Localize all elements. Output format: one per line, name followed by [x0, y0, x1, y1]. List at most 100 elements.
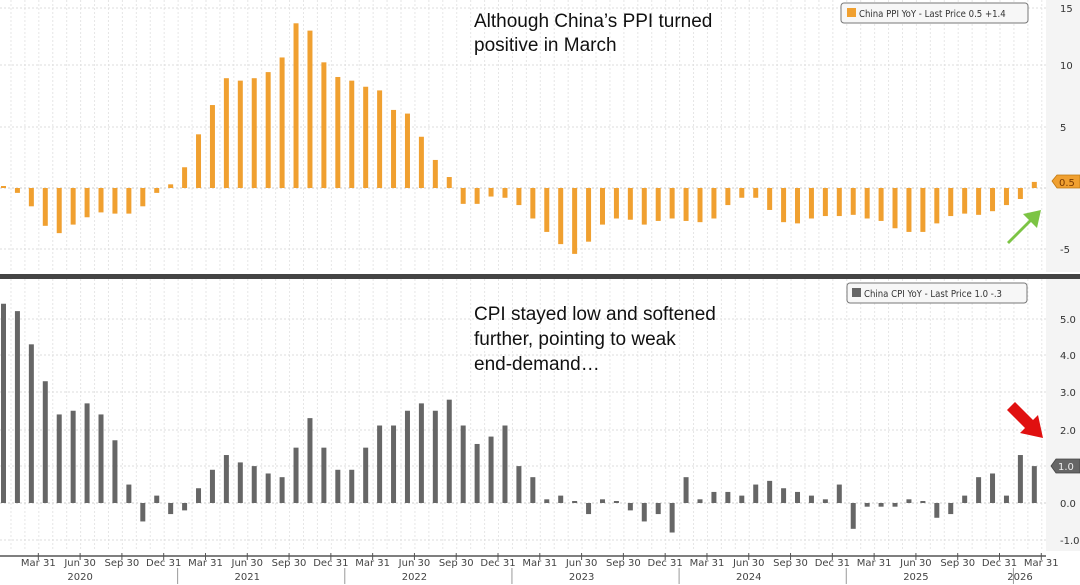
- panel-divider: [0, 274, 1080, 279]
- ppi-bar: [28, 188, 34, 207]
- cpi-bar: [293, 447, 299, 503]
- ppi-last-price-badge: 0.5: [1051, 174, 1080, 189]
- ppi-bar: [864, 188, 870, 219]
- ppi-bar: [377, 90, 383, 188]
- ppi-y-tick-label: -5: [1060, 245, 1070, 256]
- x-year-label: 2026: [1007, 572, 1032, 583]
- cpi-legend-text: China CPI YoY - Last Price 1.0 -.3: [864, 289, 1002, 300]
- cpi-bar: [14, 311, 20, 503]
- cpi-bar: [1, 303, 6, 503]
- cpi-bar: [683, 477, 689, 503]
- ppi-bar: [307, 30, 313, 189]
- cpi-bar: [1003, 495, 1009, 503]
- ppi-y-tick-label: 15: [1060, 4, 1073, 15]
- cpi-badge-label: 1.0: [1058, 462, 1074, 473]
- ppi-bar: [70, 188, 76, 225]
- ppi-axis-background: [1046, 0, 1080, 272]
- cpi-bar: [836, 484, 842, 503]
- cpi-bar: [404, 410, 410, 503]
- ppi-bar: [934, 188, 940, 224]
- ppi-bar: [767, 188, 773, 210]
- ppi-bar: [14, 188, 20, 193]
- ppi-bar: [1017, 188, 1023, 199]
- cpi-bar: [795, 491, 801, 503]
- cpi-bar: [168, 503, 174, 515]
- x-tick-label: Mar 31: [522, 558, 557, 569]
- ppi-bar: [502, 188, 508, 198]
- ppi-legend-swatch: [847, 8, 856, 17]
- ppi-bar: [544, 188, 550, 232]
- cpi-bar: [976, 477, 982, 503]
- cpi-annotation-line-1: CPI stayed low and softened: [474, 304, 716, 325]
- cpi-bar: [627, 503, 633, 511]
- x-year-label: 2022: [402, 572, 427, 583]
- cpi-bar: [349, 469, 355, 503]
- cpi-bar: [98, 414, 104, 503]
- x-year-label: 2020: [67, 572, 92, 583]
- ppi-bar: [42, 188, 48, 226]
- cpi-bar: [934, 503, 940, 518]
- cpi-bar: [112, 440, 118, 503]
- ppi-bar: [795, 188, 801, 224]
- grid: [0, 0, 1046, 551]
- cpi-bar: [154, 495, 160, 503]
- ppi-bar: [572, 188, 578, 254]
- cpi-y-tick-label: 3.0: [1060, 388, 1076, 399]
- x-year-label: 2024: [736, 572, 761, 583]
- cpi-y-tick-label: -1.0: [1060, 536, 1080, 547]
- cpi-bar: [182, 503, 188, 511]
- ppi-bar: [265, 72, 271, 188]
- ppi-bar: [154, 188, 160, 193]
- ppi-bar: [293, 23, 299, 188]
- ppi-annotation-line-1: Although China’s PPI turned: [474, 11, 712, 32]
- x-tick-label: Dec 31: [815, 558, 850, 569]
- ppi-bar: [739, 188, 745, 198]
- x-tick-label: Dec 31: [480, 558, 515, 569]
- cpi-bar: [781, 488, 787, 503]
- x-tick-label: Sep 30: [940, 558, 975, 569]
- ppi-bar: [1031, 181, 1037, 188]
- cpi-legend-box: [846, 282, 1028, 304]
- cpi-bar: [558, 495, 564, 503]
- x-tick-label: Mar 31: [355, 558, 390, 569]
- x-tick-label: Dec 31: [648, 558, 683, 569]
- cpi-bar: [655, 503, 661, 515]
- cpi-bar: [753, 484, 759, 503]
- cpi-legend-swatch: [852, 288, 861, 297]
- cpi-bar: [530, 477, 536, 503]
- ppi-bar: [948, 188, 954, 217]
- ppi-legend-box: [840, 2, 1029, 24]
- cpi-bars: [1, 303, 1037, 533]
- x-tick-label: Sep 30: [773, 558, 808, 569]
- ppi-bar: [349, 80, 355, 188]
- x-year-label: 2025: [903, 572, 928, 583]
- ppi-badge-label: 0.5: [1059, 178, 1075, 189]
- cpi-bar: [725, 491, 731, 503]
- ppi-legend[interactable]: China PPI YoY - Last Price 0.5 +1.4: [840, 2, 1029, 24]
- x-tick-label: Mar 31: [1024, 558, 1059, 569]
- x-tick-label: Jun 30: [732, 558, 765, 569]
- x-tick-label: Sep 30: [606, 558, 641, 569]
- cpi-bar: [808, 495, 814, 503]
- cpi-bar: [42, 381, 48, 503]
- ppi-bar: [781, 188, 787, 223]
- ppi-bar: [976, 188, 982, 215]
- ppi-bar: [432, 159, 438, 188]
- cpi-y-tick-label: 5.0: [1060, 315, 1076, 326]
- cpi-down-arrow-icon: [1007, 402, 1043, 438]
- cpi-bar: [251, 466, 257, 503]
- ppi-bar: [613, 188, 619, 219]
- x-tick-label: Dec 31: [146, 558, 181, 569]
- cpi-bar: [418, 403, 424, 503]
- cpi-bar: [237, 462, 243, 503]
- ppi-legend-text: China PPI YoY - Last Price 0.5 +1.4: [859, 9, 1006, 20]
- cpi-legend[interactable]: China CPI YoY - Last Price 1.0 -.3: [846, 282, 1028, 304]
- ppi-bar: [697, 188, 703, 223]
- ppi-bar: [391, 109, 397, 188]
- cpi-bar: [70, 410, 76, 503]
- ppi-bar: [558, 188, 564, 245]
- ppi-bar: [335, 76, 341, 188]
- x-axis: Mar 31 Jun 30 Sep 30 Dec 31 Mar 31 Jun 30 Sep …: [0, 553, 1059, 584]
- cpi-bar: [516, 466, 522, 503]
- cpi-axis-background: [1046, 279, 1080, 551]
